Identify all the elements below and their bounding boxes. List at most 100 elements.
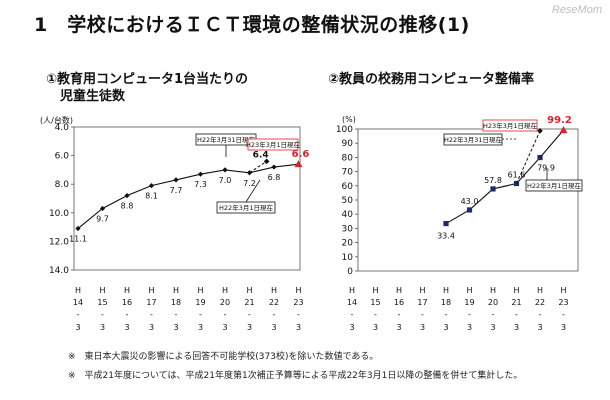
chart1-xlabel-month: 3 xyxy=(198,323,203,332)
chart2-ytick-label: 80 xyxy=(342,153,354,163)
chart2-branch-callout-text: H22年3月31日現在 xyxy=(444,135,503,144)
chart2-xlabel-dash: - xyxy=(351,310,354,319)
chart1-xlabel-h: H xyxy=(75,286,81,295)
chart2-xlabel-month: 3 xyxy=(514,323,519,332)
chart1-value-label: 8.8 xyxy=(121,202,134,211)
chart1-branch-connector xyxy=(249,160,267,174)
chart2-latest-callout-text: H23年3月1日現在 xyxy=(483,121,537,130)
chart1-ytick-label: 6.0 xyxy=(55,152,70,162)
chart1-xlabel-h: H xyxy=(124,286,130,295)
chart2-value-label: 61.6 xyxy=(508,171,526,180)
chart1-xlabel-h: H xyxy=(173,286,179,295)
chart2-branch-callout-box xyxy=(443,133,503,146)
chart1-title-line2: 児童生徒数 xyxy=(60,89,126,104)
chart2-xlabel-h: H xyxy=(466,286,472,295)
chart1-data-point xyxy=(271,164,277,170)
chart2-y-unit: (%) xyxy=(342,115,356,124)
chart1-value-label: 7.2 xyxy=(243,179,256,188)
chart2-xlabel-dash: - xyxy=(562,310,565,319)
chart1-title-line1: ①教育用コンピュータ1台当たりの xyxy=(46,72,249,87)
chart1-latest-callout-text: H23年3月1日現在 xyxy=(246,140,300,149)
chart2-xlabel-month: 3 xyxy=(467,323,472,332)
chart2-xlabel-h: H xyxy=(349,286,355,295)
chart2-ytick-label: 10 xyxy=(342,253,354,263)
chart1-xlabel-month: 3 xyxy=(247,323,252,332)
chart2-xlabel-year: 22 xyxy=(535,298,545,307)
chart1-xlabel-h: H xyxy=(222,286,228,295)
chart1-data-point xyxy=(246,170,253,176)
watermark: ReseMom xyxy=(551,4,602,16)
chart1-xlabel-h: H xyxy=(99,286,105,295)
chart1-xlabel-dash: - xyxy=(126,310,129,319)
chart2-branch-point xyxy=(537,128,543,134)
chart2-ref-callout-text: H22年3月1日現在 xyxy=(527,181,581,190)
chart1-xlabel-dash: - xyxy=(224,310,227,319)
chart2-xlabel-year: 16 xyxy=(394,298,404,307)
chart2-xlabel-h: H xyxy=(372,286,378,295)
chart1-ref-callout-text: H22年3月1日現在 xyxy=(219,203,273,212)
chart1-xlabel-h: H xyxy=(148,286,154,295)
chart1-xlabel-year: 15 xyxy=(97,298,107,307)
chart2-xlabel-month: 3 xyxy=(561,323,566,332)
chart1-data-point xyxy=(99,205,106,212)
chart1-xlabel-month: 3 xyxy=(173,323,178,332)
chart2-xlabel-year: 21 xyxy=(511,298,521,307)
chart1-value-label: 6.8 xyxy=(268,173,281,182)
chart1-xlabel-year: 16 xyxy=(122,298,132,307)
chart2-xlabel-dash: - xyxy=(445,310,448,319)
chart2-xlabel-h: H xyxy=(560,286,566,295)
chart1-value-label: 11.1 xyxy=(69,235,87,244)
chart2-ytick-label: 30 xyxy=(342,224,354,234)
chart2-value-label: 33.4 xyxy=(437,232,455,241)
chart2-xlabel-dash: - xyxy=(539,310,542,319)
chart1-xlabel-dash: - xyxy=(175,310,178,319)
chart2-xlabel-month: 3 xyxy=(396,323,401,332)
chart2-data-point xyxy=(490,186,496,192)
chart2-xlabel-dash: - xyxy=(515,310,518,319)
chart2-xlabel-year: 15 xyxy=(370,298,380,307)
chart2-ref-callout-box xyxy=(525,179,583,192)
chart2-ytick-label: 40 xyxy=(342,210,354,220)
chart1-value-label: 9.7 xyxy=(96,215,109,224)
chart1-y-unit: (人/台数) xyxy=(40,116,73,125)
chart1-title: ①教育用コンピュータ1台当たりの 児童生徒数 xyxy=(46,71,248,105)
chart1-ytick-label: 12.0 xyxy=(49,237,69,247)
chart2-xlabel-h: H xyxy=(513,286,519,295)
chart1-ytick-label: 10.0 xyxy=(49,209,69,219)
chart1-xlabel-year: 19 xyxy=(195,298,205,307)
chart1-xlabel-month: 3 xyxy=(100,323,105,332)
page-title: 1 学校におけるＩＣＴ環境の整備状況の推移(1) xyxy=(34,14,470,36)
chart1-xlabel-month: 3 xyxy=(222,323,227,332)
chart2-xlabel-month: 3 xyxy=(373,323,378,332)
chart2-xlabel-dash: - xyxy=(468,310,471,319)
chart1-value-label: 7.7 xyxy=(170,186,183,195)
chart1-data-point xyxy=(222,167,228,173)
chart1-latest-label: 6.6 xyxy=(292,149,310,160)
chart1-xlabel-dash: - xyxy=(248,310,251,319)
chart2-title: ②教員の校務用コンピュータ整備率 xyxy=(328,72,535,87)
chart1-xlabel-dash: - xyxy=(297,310,300,319)
chart1-value-label: 7.3 xyxy=(194,180,207,189)
chart1-plot-frame xyxy=(73,126,301,271)
chart1-ref-callout-arrow xyxy=(245,179,261,203)
chart1-xlabel-dash: - xyxy=(273,310,276,319)
chart2-xlabel-year: 18 xyxy=(441,298,451,307)
chart1-data-point xyxy=(124,193,130,199)
chart2-ytick-label: 60 xyxy=(342,182,354,192)
note-1: ※ 東日本大震災の影響による回答不可能学校(373校)を除いた数値である。 xyxy=(68,352,379,362)
chart1-xlabel-h: H xyxy=(246,286,252,295)
chart1-ytick-label: 4.0 xyxy=(55,123,70,133)
chart1-xlabel-h: H xyxy=(197,286,203,295)
chart1-data-point xyxy=(173,177,179,183)
chart2-xlabel-month: 3 xyxy=(420,323,425,332)
chart1-xlabel-year: 22 xyxy=(269,298,279,307)
chart2-ytick-label: 0 xyxy=(347,267,353,277)
chart2-ytick-label: 70 xyxy=(342,168,354,178)
chart2-ytick-label: 50 xyxy=(342,196,354,206)
chart2-value-label: 43.0 xyxy=(461,197,479,206)
chart2-xlabel-dash: - xyxy=(398,310,401,319)
chart2-xlabel-year: 14 xyxy=(347,298,357,307)
chart1-value-label: 8.1 xyxy=(145,192,158,201)
chart1-ytick-label: 14.0 xyxy=(49,266,69,276)
chart2-xlabel-year: 17 xyxy=(417,298,427,307)
